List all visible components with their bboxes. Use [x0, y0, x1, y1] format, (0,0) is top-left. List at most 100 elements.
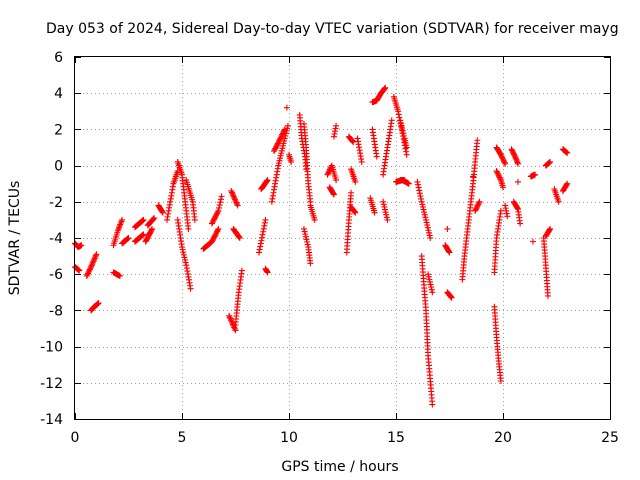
data-point: [84, 271, 91, 278]
data-point: [426, 229, 433, 236]
data-point: [384, 216, 391, 223]
data-point: [496, 174, 503, 181]
data-point: [500, 156, 507, 163]
data-point: [92, 254, 99, 261]
data-point: [256, 246, 263, 253]
data-point: [279, 131, 286, 138]
data-point: [229, 190, 236, 197]
data-point: [214, 227, 221, 234]
data-point: [414, 178, 421, 185]
data-point: [283, 104, 290, 111]
data-point: [83, 273, 90, 280]
data-point: [423, 219, 430, 226]
data-point: [277, 135, 284, 142]
data-point: [180, 249, 187, 256]
data-point: [218, 193, 225, 200]
data-point: [304, 238, 311, 245]
data-point: [179, 246, 186, 253]
data-point: [380, 201, 387, 208]
data-point: [474, 203, 481, 210]
data-point: [281, 127, 288, 134]
data-point: [373, 153, 380, 160]
data-point: [444, 225, 451, 232]
data-point: [371, 209, 378, 216]
data-point: [476, 198, 483, 205]
data-point: [257, 240, 264, 247]
data-point: [231, 325, 238, 332]
data-point: [86, 267, 93, 274]
data-point: [418, 198, 425, 205]
data-point: [90, 258, 97, 265]
data-point: [381, 206, 388, 213]
data-point: [474, 202, 481, 209]
data-point: [88, 263, 95, 270]
data-point: [260, 228, 267, 235]
data-point: [95, 300, 102, 307]
data-point: [148, 227, 155, 234]
data-point: [510, 150, 517, 157]
data-point: [494, 169, 501, 176]
data-point: [264, 177, 271, 184]
plot-frame: [74, 56, 611, 420]
data-point: [496, 173, 503, 180]
data-point: [517, 220, 524, 227]
data-point: [544, 292, 551, 299]
data-point: [119, 216, 126, 223]
data-point: [78, 242, 85, 249]
data-point: [529, 238, 536, 245]
data-point: [349, 138, 356, 145]
data-point: [563, 181, 570, 188]
data-point: [84, 270, 91, 277]
data-point: [498, 153, 505, 160]
data-point: [333, 177, 340, 184]
data-points: [72, 84, 571, 408]
data-point: [348, 189, 355, 196]
data-point: [382, 84, 389, 91]
data-point: [472, 206, 479, 213]
data-point: [547, 158, 554, 165]
data-point: [226, 314, 233, 321]
data-point: [502, 160, 509, 167]
data-point: [228, 187, 235, 194]
data-point: [256, 249, 263, 256]
data-point: [140, 216, 147, 223]
data-point: [87, 265, 94, 272]
data-point: [233, 200, 240, 207]
data-point: [426, 276, 433, 283]
data-point: [421, 209, 428, 216]
x-tick-label: 15: [387, 430, 405, 446]
data-point: [424, 222, 431, 229]
data-point: [495, 171, 502, 178]
data-point: [151, 215, 158, 222]
data-point: [352, 209, 359, 216]
data-point: [304, 241, 311, 248]
data-point: [303, 236, 310, 243]
data-point: [400, 132, 407, 139]
data-point: [257, 243, 264, 250]
data-point: [236, 234, 243, 241]
data-point: [396, 114, 403, 121]
data-point: [149, 225, 156, 232]
data-point: [511, 151, 518, 158]
data-point: [402, 145, 409, 152]
data-point: [300, 225, 307, 232]
data-point: [276, 136, 283, 143]
data-point: [216, 204, 223, 211]
data-point: [514, 160, 521, 167]
data-point: [397, 119, 404, 126]
data-point: [187, 285, 194, 292]
data-point: [91, 255, 98, 262]
data-point: [415, 184, 422, 191]
y-tick-label: -6: [49, 267, 63, 283]
data-point: [429, 401, 436, 408]
data-point: [509, 148, 516, 155]
data-point: [422, 216, 429, 223]
data-point: [499, 154, 506, 161]
data-point: [261, 222, 268, 229]
data-point: [350, 139, 357, 146]
data-point: [150, 216, 157, 223]
data-point: [508, 146, 515, 153]
data-point: [233, 199, 240, 206]
data-point: [420, 206, 427, 213]
